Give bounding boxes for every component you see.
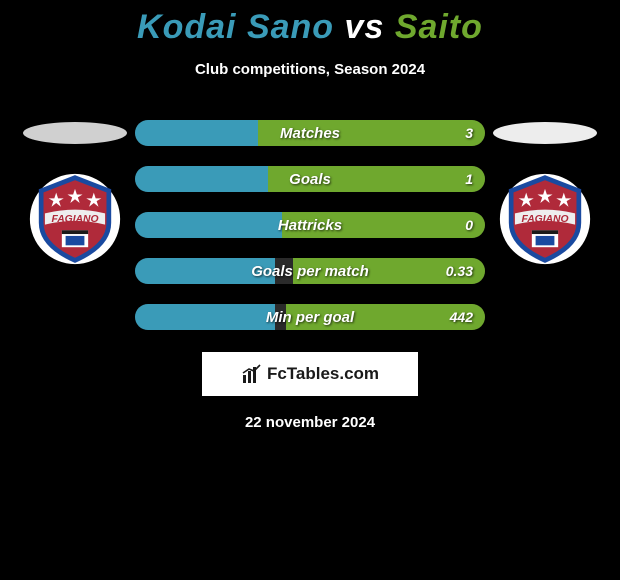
bar-right-value: 0.33 [446,263,473,279]
bar-left-fill [135,166,268,192]
left-column: FAGIANO [15,120,135,266]
vs-text: vs [345,8,385,46]
player2-name: Saito [395,8,483,46]
stat-bar: Goals 1 [135,166,485,192]
bar-left-fill [135,304,275,330]
branding-text: FcTables.com [267,364,379,384]
right-pill [493,122,597,144]
stat-bar: Min per goal 442 [135,304,485,330]
bar-right-value: 1 [465,171,473,187]
bar-label: Goals per match [251,263,369,280]
bar-left-fill [135,120,258,146]
bar-right-value: 442 [450,309,473,325]
stat-bars: Matches 3 Goals 1 Hattricks 0 Goals per match 0… [135,120,485,330]
date: 22 november 2024 [0,414,620,431]
stats-area: FAGIANO Matches 3 Goals 1 Hattricks 0 Goals pe… [0,120,620,330]
left-pill [23,122,127,144]
bar-label: Min per goal [266,309,354,326]
bar-right-value: 3 [465,125,473,141]
svg-text:FAGIANO: FAGIANO [521,214,568,225]
team-badge-left: FAGIANO [28,172,122,266]
bar-left-fill [135,212,282,238]
right-column: FAGIANO [485,120,605,266]
chart-icon [241,363,263,385]
subtitle: Club competitions, Season 2024 [0,61,620,78]
stat-bar: Matches 3 [135,120,485,146]
stat-bar: Hattricks 0 [135,212,485,238]
svg-text:FAGIANO: FAGIANO [51,214,98,225]
bar-label: Goals [289,171,331,188]
player1-name: Kodai Sano [137,8,334,46]
comparison-title: Kodai Sano vs Saito [0,0,620,47]
stat-bar: Goals per match 0.33 [135,258,485,284]
bar-right-value: 0 [465,217,473,233]
team-badge-right: FAGIANO [498,172,592,266]
bar-label: Hattricks [278,217,342,234]
bar-label: Matches [280,125,340,142]
branding-box: FcTables.com [202,352,418,396]
